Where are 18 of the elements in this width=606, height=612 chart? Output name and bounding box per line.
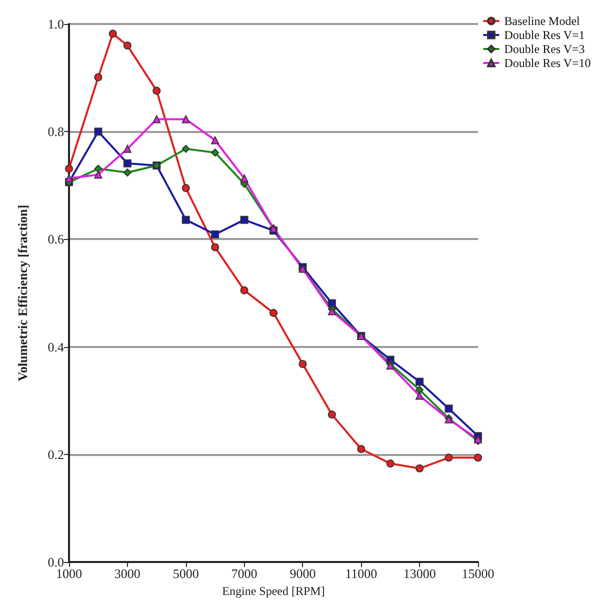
x-tick-label: 3000 bbox=[114, 566, 140, 581]
y-tick-label: 0.2 bbox=[48, 446, 64, 462]
x-tick-label: 11000 bbox=[345, 566, 378, 581]
legend-label: Double Res V=3 bbox=[504, 42, 585, 56]
x-tick-label: 13000 bbox=[403, 566, 436, 581]
y-axis-title: Volumetric Efficiency [fraction] bbox=[15, 204, 30, 382]
legend-label: Double Res V=10 bbox=[504, 56, 591, 70]
legend-label: Double Res V=1 bbox=[504, 28, 585, 42]
x-axis-title: Engine Speed [RPM] bbox=[222, 584, 325, 598]
y-tick-label: 0.8 bbox=[48, 124, 64, 140]
x-tick-label: 7000 bbox=[231, 566, 258, 581]
legend-label: Baseline Model bbox=[504, 14, 581, 28]
y-tick-label: 0.6 bbox=[48, 232, 64, 247]
y-tick-label: 1.0 bbox=[48, 16, 64, 32]
x-tick-label: 5000 bbox=[172, 566, 199, 581]
y-tick-label: 0.4 bbox=[48, 339, 64, 354]
x-tick-label: 15000 bbox=[462, 566, 494, 581]
x-tick-label: 9000 bbox=[290, 566, 316, 581]
